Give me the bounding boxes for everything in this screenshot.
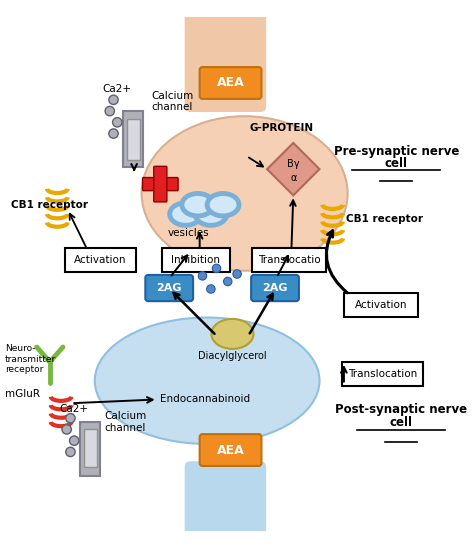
Text: cell: cell [390,415,412,429]
FancyBboxPatch shape [65,248,136,272]
Text: vesicles: vesicles [168,228,209,238]
FancyBboxPatch shape [146,275,193,301]
Text: Diacylglycerol: Diacylglycerol [198,351,267,361]
Text: mGluR: mGluR [6,389,40,399]
Text: Translocatio: Translocatio [258,255,320,265]
FancyBboxPatch shape [80,422,100,476]
FancyBboxPatch shape [143,178,178,191]
Text: Bγ: Bγ [287,159,300,169]
Ellipse shape [170,203,201,225]
FancyBboxPatch shape [185,461,266,536]
FancyBboxPatch shape [342,362,422,386]
FancyBboxPatch shape [252,248,326,272]
FancyBboxPatch shape [127,118,140,160]
Text: Translocation: Translocation [347,369,417,379]
Circle shape [198,272,207,280]
FancyBboxPatch shape [154,166,167,202]
Text: CB1 receptor: CB1 receptor [346,214,423,224]
Polygon shape [267,143,319,195]
Text: Activation: Activation [355,300,408,310]
Text: Inhibition: Inhibition [172,255,220,265]
Ellipse shape [182,193,214,216]
Circle shape [66,447,75,456]
Text: Calcium: Calcium [104,412,146,421]
FancyBboxPatch shape [162,248,229,272]
FancyBboxPatch shape [200,434,262,466]
Ellipse shape [142,116,347,271]
Text: cell: cell [385,157,408,170]
Circle shape [105,106,114,116]
Text: channel: channel [151,102,192,112]
Circle shape [233,270,241,278]
Text: AEA: AEA [217,443,245,456]
Circle shape [70,436,79,446]
Text: α: α [290,173,296,182]
Circle shape [112,118,122,127]
Text: Endocannabinoid: Endocannabinoid [160,395,250,404]
Text: Post-synaptic nerve: Post-synaptic nerve [335,403,467,416]
Text: Ca2+: Ca2+ [103,84,132,94]
Ellipse shape [207,193,239,216]
Circle shape [66,414,75,423]
Text: Pre-synaptic nerve: Pre-synaptic nerve [334,145,459,158]
Ellipse shape [211,319,254,349]
Text: CB1 receptor: CB1 receptor [10,199,88,210]
Text: 2AG: 2AG [262,283,288,293]
FancyBboxPatch shape [123,111,144,167]
Text: AEA: AEA [217,77,245,89]
FancyBboxPatch shape [185,12,266,112]
Circle shape [109,95,118,105]
Circle shape [62,425,72,434]
Text: Activation: Activation [74,255,127,265]
Text: channel: channel [104,423,146,432]
Text: Neuro-
transmitter
receptor: Neuro- transmitter receptor [5,344,56,374]
Circle shape [212,264,221,272]
Circle shape [207,285,215,293]
Text: Ca2+: Ca2+ [60,404,89,414]
Ellipse shape [195,203,227,225]
FancyBboxPatch shape [83,430,97,467]
FancyBboxPatch shape [344,293,418,317]
Text: G-PROTEIN: G-PROTEIN [250,123,314,133]
Text: Calcium: Calcium [151,91,193,101]
FancyBboxPatch shape [200,67,262,99]
Text: 2AG: 2AG [156,283,182,293]
Circle shape [109,129,118,138]
Ellipse shape [95,317,319,444]
FancyBboxPatch shape [251,275,299,301]
Circle shape [224,277,232,286]
